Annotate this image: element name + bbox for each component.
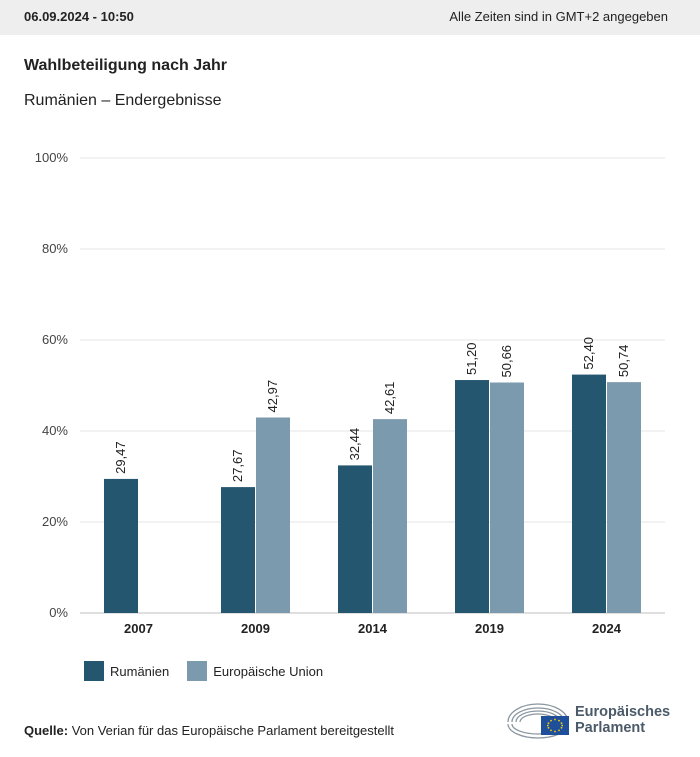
bar <box>607 382 641 613</box>
legend-swatch-romania <box>84 661 104 681</box>
data-label: 51,20 <box>464 342 479 375</box>
legend: Rumänien Europäische Union <box>84 661 341 681</box>
data-label: 50,66 <box>499 345 514 378</box>
x-tick-label: 2024 <box>592 621 622 636</box>
source-label: Quelle: <box>24 723 69 738</box>
ep-logo: Europäisches Parlament <box>505 700 670 740</box>
data-label: 32,44 <box>347 428 362 461</box>
data-label: 29,47 <box>113 441 128 474</box>
y-tick-label: 0% <box>49 605 68 620</box>
logo-text: Europäisches Parlament <box>575 704 670 736</box>
chart-subtitle: Rumänien – Endergebnisse <box>24 92 222 109</box>
bar <box>221 487 255 613</box>
bar <box>455 380 489 613</box>
legend-label-eu: Europäische Union <box>213 663 324 679</box>
legend-swatch-eu <box>187 661 208 681</box>
data-label: 52,40 <box>581 337 596 370</box>
bar <box>490 382 524 613</box>
y-tick-label: 20% <box>42 514 68 529</box>
bar <box>256 417 290 613</box>
logo-line-2: Parlament <box>575 720 646 736</box>
bar-chart: 0% 20% 40% 60% 80% 100% 2007 29,47 2009 27,67 42,9… <box>35 150 665 636</box>
data-label: 42,61 <box>382 382 397 415</box>
bar <box>338 465 372 613</box>
bar <box>373 419 407 613</box>
y-tick-label: 40% <box>42 423 68 438</box>
data-label: 50,74 <box>616 345 631 378</box>
y-tick-label: 60% <box>42 332 68 347</box>
bar <box>104 478 138 613</box>
legend-item-romania: Rumänien <box>84 661 169 681</box>
timezone-note: Alle Zeiten sind in GMT+2 angegeben <box>449 9 668 24</box>
y-tick-label: 80% <box>42 241 68 256</box>
source-note: Quelle: Von Verian für das Europäische P… <box>24 723 394 738</box>
legend-item-eu: Europäische Union <box>187 661 323 681</box>
logo-line-1: Europäisches <box>575 704 671 720</box>
x-tick-label: 2007 <box>124 621 153 636</box>
timestamp: 06.09.2024 - 10:50 <box>24 9 134 24</box>
bar <box>572 374 606 613</box>
chart-title: Wahlbeteiligung nach Jahr <box>24 57 227 74</box>
x-tick-label: 2009 <box>241 621 270 636</box>
y-tick-label: 100% <box>35 150 69 165</box>
top-bar: 06.09.2024 - 10:50 Alle Zeiten sind in G… <box>0 0 700 35</box>
data-label: 27,67 <box>230 450 245 483</box>
source-text: Von Verian für das Europäische Parlament… <box>71 723 395 738</box>
x-tick-label: 2019 <box>475 621 504 636</box>
x-tick-label: 2014 <box>358 621 388 636</box>
parliament-hemicycle-icon <box>507 703 569 739</box>
legend-label-romania: Rumänien <box>110 663 170 679</box>
data-label: 42,97 <box>265 380 280 413</box>
